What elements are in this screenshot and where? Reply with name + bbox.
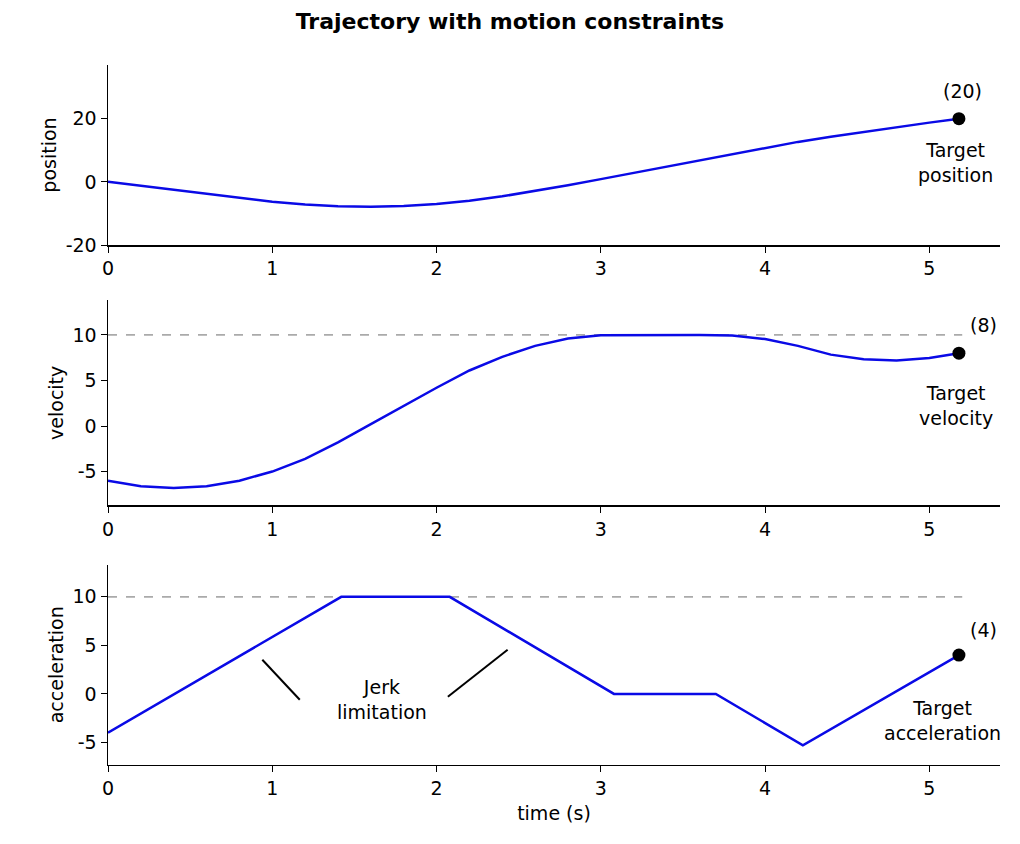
svg-text:position: position <box>38 117 60 192</box>
svg-text:5: 5 <box>85 369 97 391</box>
svg-text:2: 2 <box>431 257 443 279</box>
svg-text:3: 3 <box>595 777 607 799</box>
svg-text:10: 10 <box>73 585 97 607</box>
svg-text:0: 0 <box>102 257 114 279</box>
svg-text:(8): (8) <box>970 314 997 336</box>
svg-text:acceleration: acceleration <box>45 606 67 723</box>
svg-text:3: 3 <box>595 518 607 540</box>
svg-text:1: 1 <box>266 257 278 279</box>
svg-text:-20: -20 <box>66 234 97 256</box>
svg-text:5: 5 <box>923 518 935 540</box>
svg-text:0: 0 <box>85 683 97 705</box>
svg-text:20: 20 <box>73 107 97 129</box>
svg-text:Targetposition: Targetposition <box>918 139 993 186</box>
svg-text:0: 0 <box>85 415 97 437</box>
svg-text:10: 10 <box>73 324 97 346</box>
svg-text:(20): (20) <box>943 80 982 102</box>
svg-text:3: 3 <box>595 257 607 279</box>
svg-text:5: 5 <box>923 257 935 279</box>
svg-text:velocity: velocity <box>45 366 67 440</box>
svg-text:2: 2 <box>431 518 443 540</box>
svg-text:1: 1 <box>266 518 278 540</box>
svg-text:1: 1 <box>266 777 278 799</box>
svg-text:-5: -5 <box>78 731 97 753</box>
svg-text:4: 4 <box>759 777 771 799</box>
svg-text:Jerklimitation: Jerklimitation <box>337 676 427 723</box>
svg-text:-5: -5 <box>78 460 97 482</box>
svg-text:0: 0 <box>85 171 97 193</box>
svg-text:5: 5 <box>85 634 97 656</box>
svg-text:time (s): time (s) <box>517 802 591 824</box>
svg-text:2: 2 <box>431 777 443 799</box>
svg-text:0: 0 <box>102 518 114 540</box>
svg-text:5: 5 <box>923 777 935 799</box>
svg-text:(4): (4) <box>970 619 997 641</box>
svg-text:0: 0 <box>102 777 114 799</box>
svg-text:Targetacceleration: Targetacceleration <box>884 697 1001 744</box>
svg-text:4: 4 <box>759 518 771 540</box>
svg-text:Trajectory with motion constra: Trajectory with motion constraints <box>296 9 724 34</box>
svg-text:4: 4 <box>759 257 771 279</box>
svg-text:Targetvelocity: Targetvelocity <box>919 382 993 429</box>
